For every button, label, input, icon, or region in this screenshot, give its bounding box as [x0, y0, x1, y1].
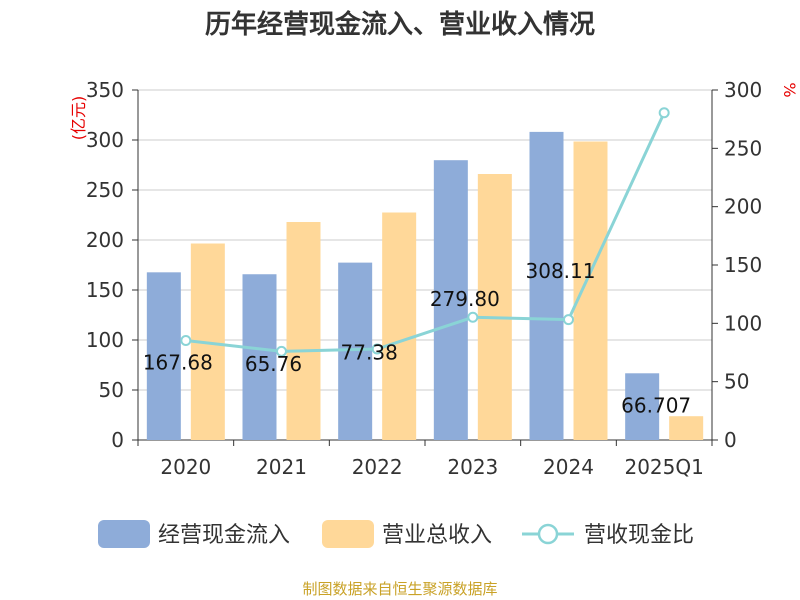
legend-label-ratio: 营收现金比	[584, 523, 694, 548]
bar-revenue	[477, 174, 512, 440]
data-label: 66.707	[621, 393, 691, 417]
bar-cash-inflow	[146, 272, 181, 440]
right-tick-label: 250	[724, 136, 762, 160]
x-tick-label: 2020	[160, 455, 211, 479]
left-tick-label: 250	[86, 178, 124, 202]
ratio-point	[658, 107, 670, 119]
legend-swatch-cash-inflow	[98, 520, 150, 548]
right-tick-label: 150	[724, 253, 762, 277]
x-tick-label: 2023	[447, 455, 498, 479]
right-tick-label: 100	[724, 311, 762, 335]
left-tick-label: 0	[111, 428, 124, 452]
bars	[146, 131, 704, 440]
left-tick-label: 200	[86, 228, 124, 252]
x-tick-label: 2021	[256, 455, 307, 479]
left-tick-label: 350	[86, 78, 124, 102]
axes: 0 50 100 150 200 250 300 350 0 50 100 150 200 250 300 2…	[86, 78, 762, 479]
legend-label-cash-inflow: 经营现金流入	[158, 523, 290, 548]
x-tick-label: 2024	[543, 455, 594, 479]
bar-cash-inflow	[625, 373, 660, 440]
left-tick-label: 100	[86, 328, 124, 352]
legend: 经营现金流入 营业总收入 营收现金比	[98, 520, 694, 548]
bar-cash-inflow	[242, 274, 277, 440]
ratio-line-path	[185, 112, 666, 353]
ratio-line	[180, 107, 670, 357]
bar-cash-inflow	[433, 160, 468, 440]
legend-label-revenue: 营业总收入	[382, 523, 492, 548]
right-tick-label: 300	[724, 78, 762, 102]
x-tick-label: 2025Q1	[624, 455, 703, 479]
right-tick-label: 50	[724, 370, 749, 394]
data-labels: 167.68 65.76 77.38 279.80 308.11 66.707	[143, 259, 691, 417]
right-axis-unit: %	[780, 82, 799, 97]
left-axis-unit: (亿元)	[69, 96, 88, 141]
ratio-point	[276, 345, 287, 357]
data-label: 77.38	[341, 341, 398, 365]
data-label: 65.76	[245, 352, 302, 376]
right-tick-label: 200	[724, 195, 762, 219]
bar-cash-inflow	[529, 131, 564, 440]
right-tick-label: 0	[724, 428, 737, 452]
bar-revenue	[669, 416, 704, 440]
left-tick-label: 50	[99, 378, 124, 402]
bar-revenue	[573, 141, 608, 440]
left-tick-label: 300	[86, 128, 124, 152]
legend-swatch-ratio-marker	[537, 523, 559, 545]
bar-revenue	[286, 222, 321, 440]
data-label: 308.11	[526, 259, 596, 283]
legend-swatch-revenue	[322, 520, 374, 548]
ratio-point	[180, 334, 192, 346]
chart-title: 历年经营现金流入、营业收入情况	[205, 9, 595, 40]
ratio-point	[563, 314, 574, 326]
source-note: 制图数据来自恒生聚源数据库	[302, 580, 497, 598]
x-tick-label: 2022	[352, 455, 403, 479]
data-label: 167.68	[143, 350, 213, 374]
bar-revenue	[382, 212, 417, 440]
left-tick-label: 150	[86, 278, 124, 302]
ratio-point	[467, 311, 479, 323]
ratio-point	[371, 343, 383, 355]
data-label: 279.80	[430, 287, 500, 311]
